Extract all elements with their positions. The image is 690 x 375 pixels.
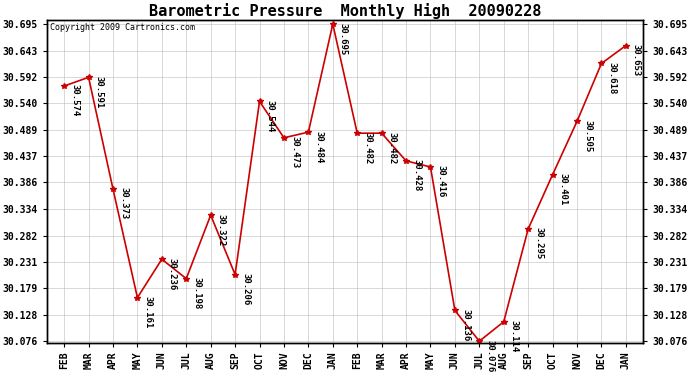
Text: 30.484: 30.484 [315,130,324,163]
Title: Barometric Pressure  Monthly High  20090228: Barometric Pressure Monthly High 2009022… [149,3,541,19]
Text: 30.076: 30.076 [486,340,495,372]
Text: 30.591: 30.591 [95,76,103,108]
Text: 30.322: 30.322 [217,214,226,246]
Text: 30.401: 30.401 [559,173,568,206]
Text: 30.373: 30.373 [119,188,128,220]
Text: 30.505: 30.505 [583,120,592,152]
Text: 30.236: 30.236 [168,258,177,290]
Text: 30.198: 30.198 [193,277,201,309]
Text: 30.416: 30.416 [437,165,446,198]
Text: 30.295: 30.295 [534,228,543,260]
Text: 30.618: 30.618 [607,62,617,94]
Text: 30.206: 30.206 [241,273,250,305]
Text: 30.695: 30.695 [339,22,348,55]
Text: 30.482: 30.482 [364,132,373,164]
Text: 30.114: 30.114 [510,320,519,352]
Text: Copyright 2009 Cartronics.com: Copyright 2009 Cartronics.com [50,23,195,32]
Text: 30.428: 30.428 [412,159,421,192]
Text: 30.482: 30.482 [388,132,397,164]
Text: 30.544: 30.544 [266,100,275,132]
Text: 30.473: 30.473 [290,136,299,168]
Text: 30.574: 30.574 [70,84,79,117]
Text: 30.653: 30.653 [632,44,641,76]
Text: 30.136: 30.136 [461,309,470,341]
Text: 30.161: 30.161 [144,296,152,328]
